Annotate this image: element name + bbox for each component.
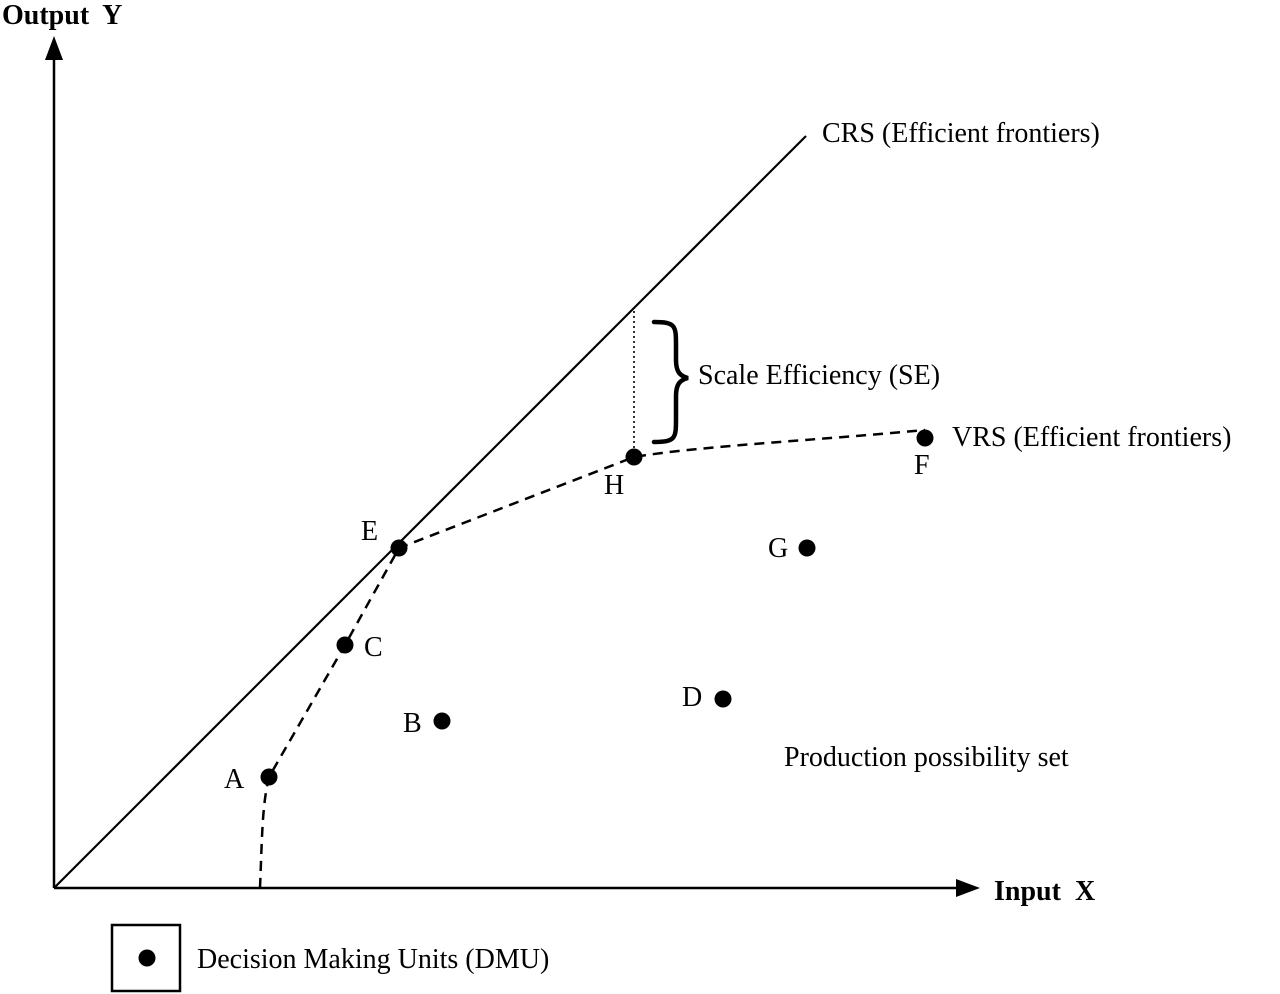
dmu-point-f <box>916 429 934 447</box>
dmu-point-h <box>625 448 643 466</box>
x-axis-label: Input X <box>994 876 1095 907</box>
legend-marker-box <box>110 923 182 993</box>
x-axis-arrowhead <box>956 879 980 897</box>
crs-frontier-label: CRS (Efficient frontiers) <box>822 118 1100 149</box>
dmu-label-a: A <box>224 764 245 795</box>
dmu-label-f: F <box>914 450 930 481</box>
y-axis-label: Output Y <box>2 0 122 31</box>
dmu-point-b <box>433 712 451 730</box>
dmu-point-c <box>336 636 354 654</box>
dmu-label-c: C <box>364 632 383 663</box>
dmu-label-b: B <box>403 708 422 739</box>
legend-label: Decision Making Units (DMU) <box>197 944 549 975</box>
dmu-point-e <box>390 539 408 557</box>
dmu-label-g: G <box>768 533 788 564</box>
dmu-point-a <box>260 768 278 786</box>
vrs-frontier-curve <box>258 428 926 889</box>
dmu-point-d <box>714 690 732 708</box>
vrs-frontier-label: VRS (Efficient frontiers) <box>952 422 1231 453</box>
dmu-label-d: D <box>682 682 702 713</box>
dmu-points: A B C D E F G H <box>224 429 934 795</box>
curly-brace-icon <box>651 319 689 445</box>
filled-circle-icon <box>138 949 156 967</box>
crs-frontier-line <box>53 135 807 889</box>
legend: Decision Making Units (DMU) <box>110 923 549 993</box>
dmu-label-h: H <box>604 470 624 501</box>
y-axis-arrowhead <box>45 36 63 60</box>
dmu-point-g <box>798 539 816 557</box>
production-set-label: Production possibility set <box>784 742 1069 773</box>
scale-efficiency-label: Scale Efficiency (SE) <box>698 360 940 391</box>
axes: Output Y Input X <box>2 0 1095 907</box>
dmu-label-e: E <box>361 516 378 547</box>
